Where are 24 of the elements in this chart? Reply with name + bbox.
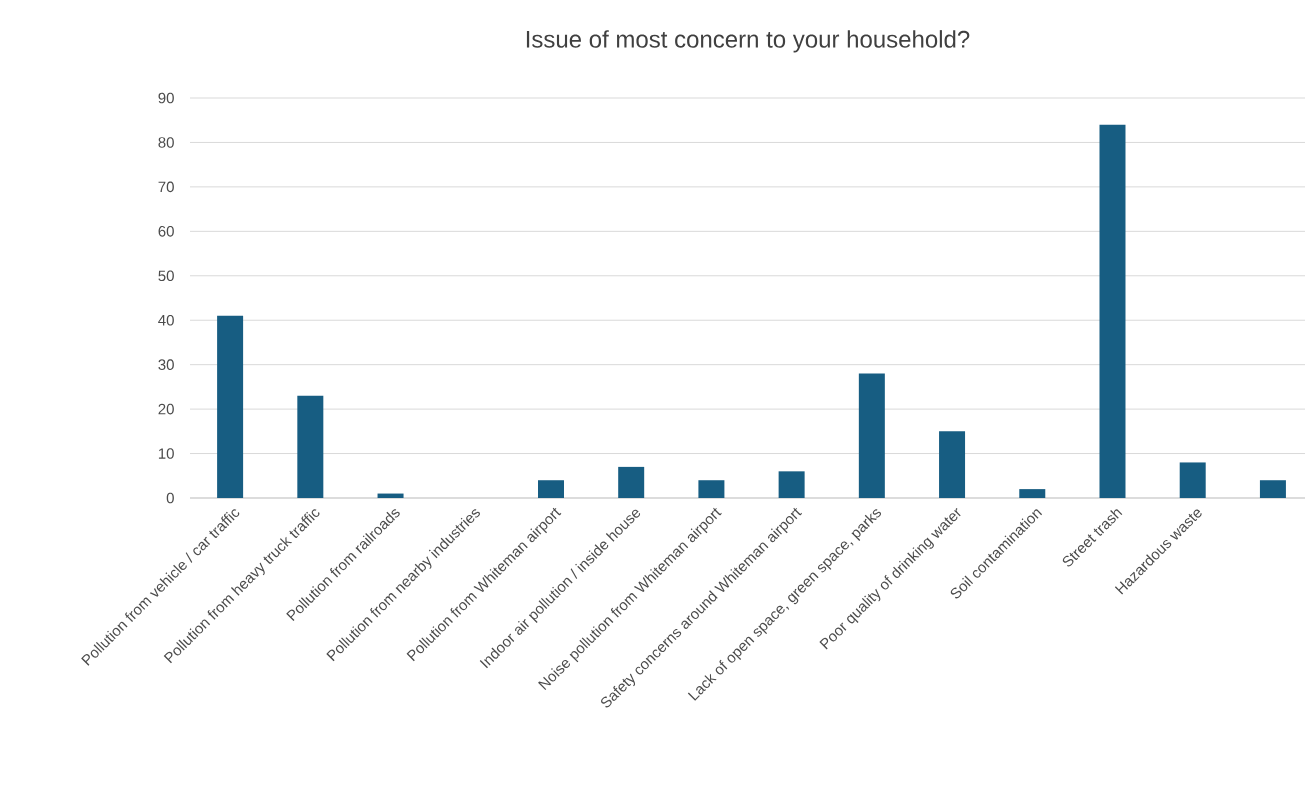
bar bbox=[537, 480, 564, 498]
y-tick-label: 80 bbox=[158, 137, 174, 148]
bar bbox=[858, 373, 885, 498]
y-tick-label: 40 bbox=[158, 314, 174, 326]
bar bbox=[297, 395, 324, 498]
bar bbox=[939, 431, 966, 498]
chart-title: Issue of most concern to your household? bbox=[526, 30, 970, 53]
bar bbox=[1259, 480, 1286, 498]
y-tick-label: 70 bbox=[158, 181, 174, 193]
bar bbox=[1179, 462, 1206, 498]
y-tick-label: 50 bbox=[158, 270, 174, 282]
y-tick-label: 90 bbox=[158, 92, 174, 104]
bar bbox=[377, 493, 404, 498]
bar bbox=[1019, 489, 1046, 498]
y-tick-label: 60 bbox=[158, 226, 174, 237]
bar bbox=[618, 466, 645, 498]
bar bbox=[778, 471, 805, 498]
y-tick-label: 0 bbox=[166, 492, 174, 504]
bar bbox=[217, 315, 244, 498]
y-tick-label: 20 bbox=[158, 403, 174, 415]
y-tick-label: 30 bbox=[158, 359, 174, 370]
y-tick-label: 10 bbox=[158, 448, 174, 459]
bar bbox=[1099, 124, 1126, 498]
bar bbox=[698, 480, 725, 498]
